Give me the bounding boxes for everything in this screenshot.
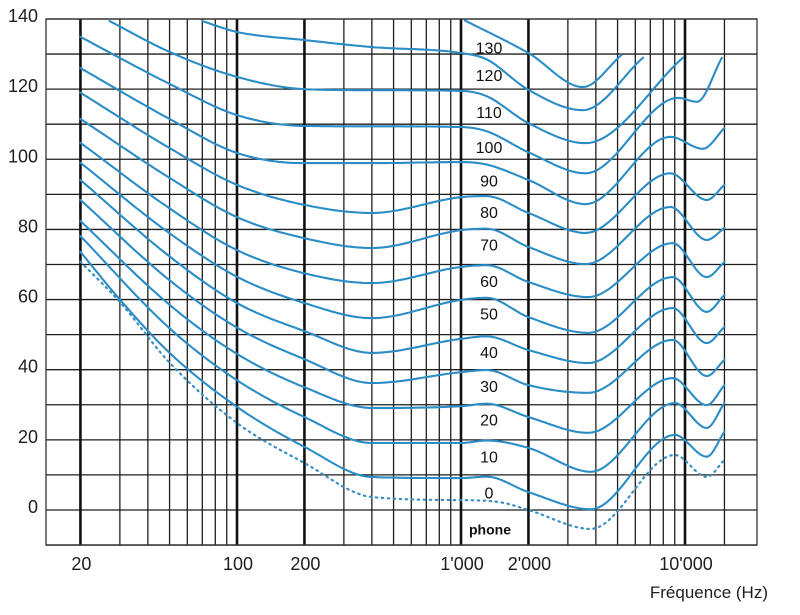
y-tick-label: 20 <box>18 427 38 447</box>
curve-label-90: 90 <box>480 173 498 190</box>
loudness-curves <box>79 19 726 530</box>
curve-label-130: 130 <box>476 40 503 57</box>
curve-130-phon <box>463 19 623 89</box>
curve-label-20: 20 <box>480 412 498 429</box>
x-tick-label: 200 <box>290 554 320 574</box>
curve-label-70: 70 <box>480 238 498 255</box>
curve-10-phon <box>79 235 726 473</box>
curve-label-50: 50 <box>480 307 498 324</box>
grid <box>45 18 758 546</box>
curve-30-phon <box>79 198 726 394</box>
x-tick-label: 100 <box>223 554 253 574</box>
curve-40-phon <box>79 178 726 365</box>
curve-label-30: 30 <box>480 379 498 396</box>
curve-90-phon <box>79 67 726 206</box>
curve-label-120: 120 <box>476 68 503 85</box>
y-tick-label: 120 <box>8 76 38 96</box>
curve-20-phon <box>79 219 726 434</box>
curve-label-60: 60 <box>480 274 498 291</box>
curve-110-phon <box>108 20 685 145</box>
curve-120-phon <box>201 20 645 112</box>
y-tick-label: 100 <box>8 146 38 166</box>
curve-label-80: 80 <box>480 205 498 222</box>
curve-100-phon <box>79 35 723 175</box>
curve-label-10: 10 <box>480 449 498 466</box>
y-axis-ticks: 140 120 100 80 60 40 20 0 <box>8 6 38 517</box>
x-tick-label: 20 <box>71 554 91 574</box>
hearing-threshold-curve <box>79 260 726 530</box>
unit-label-phone: phone <box>469 521 511 537</box>
curve-70-phon <box>79 117 726 266</box>
x-tick-label: 10'000 <box>659 554 713 574</box>
x-axis-title: Fréquence (Hz) <box>650 583 768 602</box>
curve-label-0: 0 <box>485 485 494 502</box>
curve-80-phon <box>79 91 726 234</box>
curve-label-100: 100 <box>476 140 503 157</box>
y-tick-label: 60 <box>18 287 38 307</box>
x-tick-label: 1'000 <box>440 554 483 574</box>
y-tick-label: 80 <box>18 216 38 236</box>
curve-60-phon <box>79 141 726 299</box>
curve-label-110: 110 <box>476 105 502 122</box>
curve-50-phon <box>79 161 726 334</box>
curve-0-phon <box>79 250 726 511</box>
y-tick-label: 0 <box>28 497 38 517</box>
y-tick-label: 40 <box>18 357 38 377</box>
x-axis-ticks: 20 100 200 1'000 2'000 10'000 <box>71 554 712 574</box>
curve-label-40: 40 <box>480 345 498 362</box>
plot-frame <box>45 18 758 546</box>
y-tick-label: 140 <box>8 6 38 26</box>
x-tick-label: 2'000 <box>508 554 551 574</box>
